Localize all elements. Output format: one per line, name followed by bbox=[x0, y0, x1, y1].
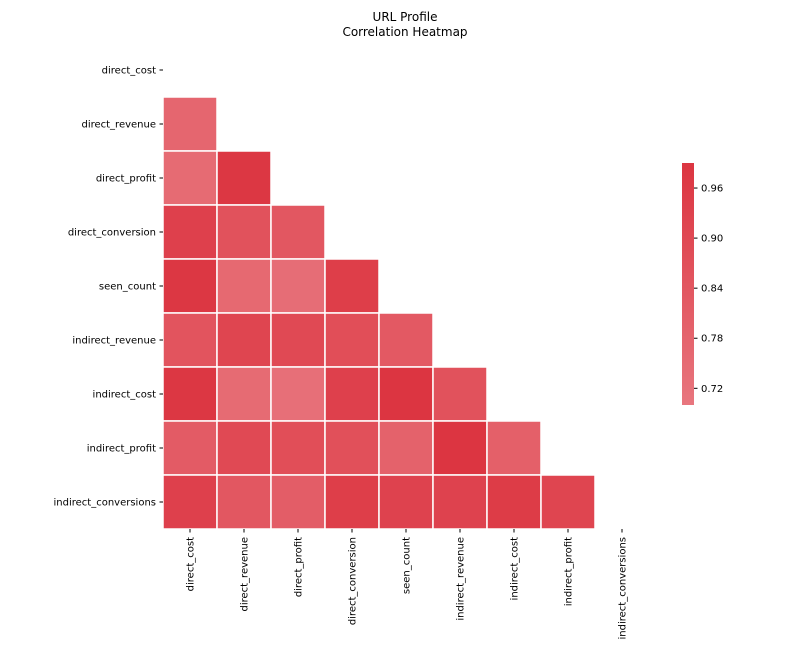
y-tick-label: indirect_revenue bbox=[72, 336, 156, 347]
x-tick-label: indirect_conversions bbox=[618, 537, 629, 640]
heatmap-cell-indirect_conversions-indirect_profit bbox=[540, 474, 596, 530]
y-tick-label: direct_cost bbox=[102, 66, 156, 77]
heatmap-cell-indirect_profit-direct_conversion bbox=[324, 420, 380, 476]
x-tick-label: indirect_cost bbox=[510, 537, 521, 601]
heatmap-cell-indirect_revenue-direct_revenue bbox=[216, 312, 272, 368]
colorbar: 0.72 0.78 0.84 0.90 0.96 bbox=[682, 163, 723, 405]
x-axis-labels: direct_cost direct_revenue direct_profit di… bbox=[186, 529, 629, 640]
heatmap-cell-seen_count-direct_cost bbox=[162, 258, 218, 314]
colorbar-gradient bbox=[682, 163, 694, 405]
heatmap-cell-indirect_profit-direct_cost bbox=[162, 420, 218, 476]
heatmap-cell-indirect_conversions-indirect_cost bbox=[486, 474, 542, 530]
x-tick-label: direct_cost bbox=[186, 537, 197, 591]
heatmap-cell-indirect_profit-direct_revenue bbox=[216, 420, 272, 476]
y-tick-label: direct_conversion bbox=[68, 228, 156, 239]
heatmap-cell-direct_conversion-direct_profit bbox=[270, 204, 326, 260]
x-tick-label: seen_count bbox=[402, 537, 413, 594]
colorbar-tick-label: 0.72 bbox=[701, 384, 723, 395]
y-tick-label: seen_count bbox=[99, 282, 156, 293]
heatmap-cell-indirect_cost-indirect_revenue bbox=[432, 366, 488, 422]
y-tick-label: indirect_cost bbox=[93, 390, 157, 401]
colorbar-tick-label: 0.78 bbox=[701, 334, 723, 345]
heatmap-cell-indirect_revenue-seen_count bbox=[378, 312, 434, 368]
heatmap-cell-seen_count-direct_revenue bbox=[216, 258, 272, 314]
heatmap-cell-indirect_revenue-direct_conversion bbox=[324, 312, 380, 368]
heatmap-cell-indirect_revenue-direct_profit bbox=[270, 312, 326, 368]
colorbar-tick-label: 0.84 bbox=[701, 284, 723, 295]
y-tick-label: direct_revenue bbox=[81, 120, 156, 131]
heatmap-cell-indirect_profit-indirect_cost bbox=[486, 420, 542, 476]
heatmap-cell-direct_conversion-direct_cost bbox=[162, 204, 218, 260]
heatmap-cell-indirect_profit-direct_profit bbox=[270, 420, 326, 476]
heatmap-cell-direct_profit-direct_cost bbox=[162, 150, 218, 206]
heatmap-cell-indirect_cost-direct_cost bbox=[162, 366, 218, 422]
x-tick-label: direct_profit bbox=[294, 537, 305, 597]
heatmap-cell-indirect_revenue-direct_cost bbox=[162, 312, 218, 368]
heatmap-cell-seen_count-direct_profit bbox=[270, 258, 326, 314]
x-tick-label: direct_revenue bbox=[240, 537, 251, 612]
heatmap-cell-indirect_profit-indirect_revenue bbox=[432, 420, 488, 476]
heatmap-cell-indirect_conversions-direct_cost bbox=[162, 474, 218, 530]
heatmap-cell-indirect_conversions-direct_conversion bbox=[324, 474, 380, 530]
heatmap-cell-indirect_cost-seen_count bbox=[378, 366, 434, 422]
y-tick-label: indirect_conversions bbox=[54, 498, 157, 509]
y-tick-label: indirect_profit bbox=[87, 444, 156, 455]
colorbar-tick-label: 0.90 bbox=[701, 234, 723, 245]
heatmap-cell-seen_count-direct_conversion bbox=[324, 258, 380, 314]
heatmap-cell-direct_conversion-direct_revenue bbox=[216, 204, 272, 260]
heatmap-cell-indirect_cost-direct_conversion bbox=[324, 366, 380, 422]
x-tick-label: indirect_profit bbox=[564, 537, 575, 606]
chart-title-line-1: URL Profile bbox=[373, 10, 438, 24]
heatmap-cell-indirect_cost-direct_profit bbox=[270, 366, 326, 422]
y-axis-labels: direct_cost direct_revenue direct_profitdi… bbox=[54, 66, 163, 509]
heatmap-cell-direct_profit-direct_revenue bbox=[216, 150, 272, 206]
heatmap-cell-indirect_profit-seen_count bbox=[378, 420, 434, 476]
heatmap-cell-indirect_conversions-indirect_revenue bbox=[432, 474, 488, 530]
x-tick-label: direct_conversion bbox=[348, 537, 359, 625]
chart-title-line-2: Correlation Heatmap bbox=[342, 25, 467, 39]
heatmap-cell-indirect_conversions-direct_revenue bbox=[216, 474, 272, 530]
y-tick-label: direct_profit bbox=[96, 174, 156, 185]
heatmap-cell-direct_revenue-direct_cost bbox=[162, 96, 218, 152]
heatmap-cell-indirect_cost-direct_revenue bbox=[216, 366, 272, 422]
heatmap-cell-indirect_conversions-direct_profit bbox=[270, 474, 326, 530]
heatmap-cell-indirect_conversions-seen_count bbox=[378, 474, 434, 530]
heatmap-cells bbox=[162, 96, 596, 530]
x-tick-label: indirect_revenue bbox=[456, 537, 467, 621]
colorbar-tick-label: 0.96 bbox=[701, 184, 723, 195]
